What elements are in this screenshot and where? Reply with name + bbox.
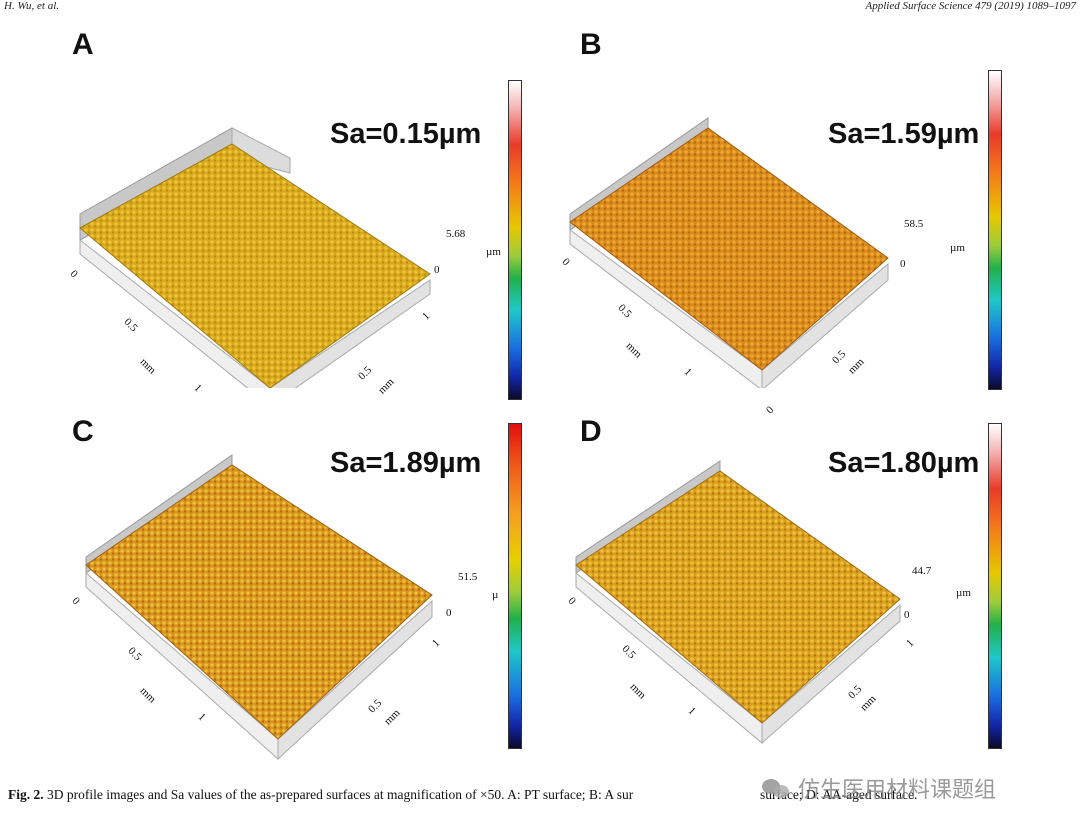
colorbar-b xyxy=(988,70,1002,390)
surface-plot-a xyxy=(79,127,431,388)
z-unit-b: µm xyxy=(950,242,965,254)
sa-value-c: Sa=1.89µm xyxy=(330,447,482,479)
panel-letter-b: B xyxy=(580,28,602,61)
z-unit-a: µm xyxy=(486,246,501,258)
z-max-c: 51.5 xyxy=(458,571,478,583)
z-max-b: 58.5 xyxy=(904,218,924,230)
running-head-journal: Applied Surface Science 479 (2019) 1089–… xyxy=(865,0,1076,12)
z-zero-d: 0 xyxy=(904,609,910,621)
z-unit-c: µ xyxy=(492,589,499,601)
caption-text-tail: surface; D: AA-aged surface. xyxy=(759,787,918,802)
sa-value-d: Sa=1.80µm xyxy=(828,447,980,479)
panel-letter-d: D xyxy=(580,415,602,448)
colorbar-a xyxy=(508,80,522,400)
colorbar-d xyxy=(988,423,1002,749)
sa-value-b: Sa=1.59µm xyxy=(828,118,980,150)
watermark-text: 仿生医用材料课题组 xyxy=(798,778,997,803)
surface-plot-d xyxy=(575,460,901,745)
z-zero-a: 0 xyxy=(434,264,440,276)
watermark: 仿生医用材料课题组 xyxy=(762,772,996,804)
panel-letter-a: A xyxy=(72,28,94,61)
panel-letter-c: C xyxy=(72,415,94,448)
z-max-d: 44.7 xyxy=(912,565,932,577)
surface-plot-c xyxy=(85,454,433,761)
caption-text: 3D profile images and Sa values of the a… xyxy=(47,787,634,802)
panel-b: B Sa=1.59µm 58.5 0 µm 0 0.5 mm 1 0 0.5 m… xyxy=(540,18,1080,416)
z-zero-c: 0 xyxy=(446,607,452,619)
figure-caption: Fig. 2. 3D profile images and Sa values … xyxy=(8,786,1074,804)
panel-d: D Sa=1.80µm 44.7 0 µm 0 0.5 mm 1 1 0.5 m… xyxy=(540,405,1080,775)
sa-value-a: Sa=0.15µm xyxy=(330,118,482,150)
figure-number: Fig. 2. xyxy=(8,787,44,802)
panel-c: C Sa=1.89µm 51.5 0 µ 0 0.5 mm 1 1 0.5 mm xyxy=(0,405,540,775)
surface-plot-b xyxy=(569,117,889,388)
colorbar-c xyxy=(508,423,522,749)
running-head-authors: H. Wu, et al. xyxy=(4,0,59,12)
z-max-a: 5.68 xyxy=(446,228,466,240)
wechat-icon xyxy=(762,777,792,799)
z-zero-b: 0 xyxy=(900,258,906,270)
panel-a: A Sa=0.15µm 5.68 0 µm 0 0.5 mm 1 1 0.5 m… xyxy=(0,18,540,400)
z-unit-d: µm xyxy=(956,587,971,599)
